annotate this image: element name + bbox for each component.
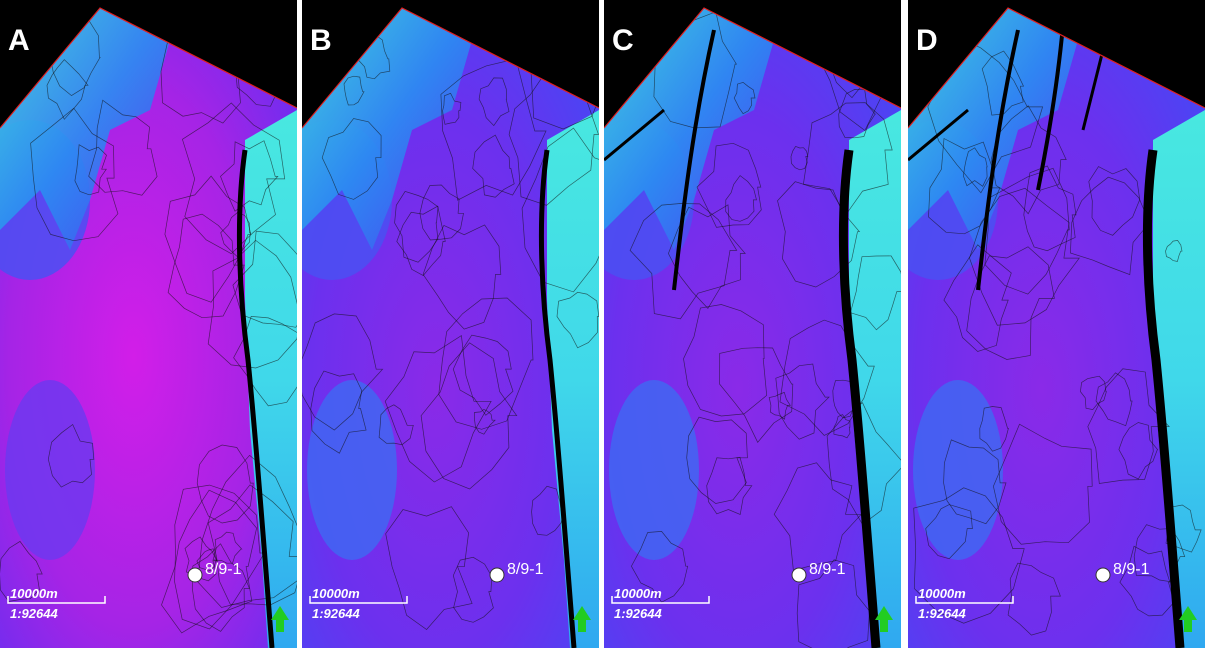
well-marker: [792, 568, 806, 582]
scale-ratio: 1:92644: [918, 606, 966, 621]
scale-length: 10000m: [614, 586, 662, 601]
map-panel: C 8/9-1 10000m 1:92644: [574, 0, 923, 648]
panel-label: A: [8, 24, 30, 57]
low-zone: [609, 380, 699, 560]
map-body: [574, 0, 923, 648]
well-label: 8/9-1: [507, 561, 544, 578]
map-panel: D 8/9-1 10000m 1:92644: [878, 0, 1205, 648]
well-label: 8/9-1: [809, 561, 846, 578]
scale-length: 10000m: [10, 586, 58, 601]
panel-label: B: [310, 24, 332, 57]
panel-label: D: [916, 24, 938, 57]
map-panel: B 8/9-1 10000m 1:92644: [272, 0, 628, 648]
well-label: 8/9-1: [205, 561, 242, 578]
scale-length: 10000m: [918, 586, 966, 601]
map-body: [272, 0, 628, 648]
map-panel: A 8/9-1 10000m 1:92644: [0, 0, 320, 648]
scale-ratio: 1:92644: [312, 606, 360, 621]
map-body: [878, 0, 1205, 648]
scale-length: 10000m: [312, 586, 360, 601]
low-zone: [5, 380, 95, 560]
scale-ratio: 1:92644: [10, 606, 58, 621]
low-zone: [307, 380, 397, 560]
well-label: 8/9-1: [1113, 561, 1150, 578]
well-marker: [490, 568, 504, 582]
well-marker: [188, 568, 202, 582]
well-marker: [1096, 568, 1110, 582]
panel-label: C: [612, 24, 634, 57]
map-body: [0, 0, 320, 648]
figure: A 8/9-1 10000m 1:92644 B 8/9-1 10000m 1:92644 C 8…: [0, 0, 1205, 648]
scale-ratio: 1:92644: [614, 606, 662, 621]
